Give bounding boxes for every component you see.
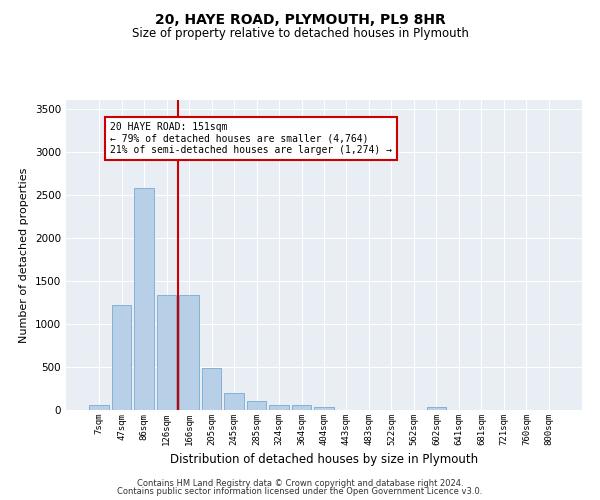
Text: 20, HAYE ROAD, PLYMOUTH, PL9 8HR: 20, HAYE ROAD, PLYMOUTH, PL9 8HR xyxy=(155,12,445,26)
Bar xyxy=(157,294,176,410)
Bar xyxy=(112,305,131,410)
Bar xyxy=(224,393,244,410)
Text: Contains public sector information licensed under the Open Government Licence v3: Contains public sector information licen… xyxy=(118,487,482,496)
Y-axis label: Number of detached properties: Number of detached properties xyxy=(19,168,29,342)
Text: 20 HAYE ROAD: 151sqm
← 79% of detached houses are smaller (4,764)
21% of semi-de: 20 HAYE ROAD: 151sqm ← 79% of detached h… xyxy=(110,122,392,154)
Bar xyxy=(314,406,334,410)
Bar xyxy=(89,406,109,410)
Bar xyxy=(292,406,311,410)
Bar xyxy=(247,401,266,410)
Bar xyxy=(269,406,289,410)
Bar xyxy=(427,406,446,410)
Bar xyxy=(202,368,221,410)
Text: Size of property relative to detached houses in Plymouth: Size of property relative to detached ho… xyxy=(131,28,469,40)
Bar xyxy=(179,294,199,410)
Text: Contains HM Land Registry data © Crown copyright and database right 2024.: Contains HM Land Registry data © Crown c… xyxy=(137,478,463,488)
X-axis label: Distribution of detached houses by size in Plymouth: Distribution of detached houses by size … xyxy=(170,454,478,466)
Bar xyxy=(134,188,154,410)
